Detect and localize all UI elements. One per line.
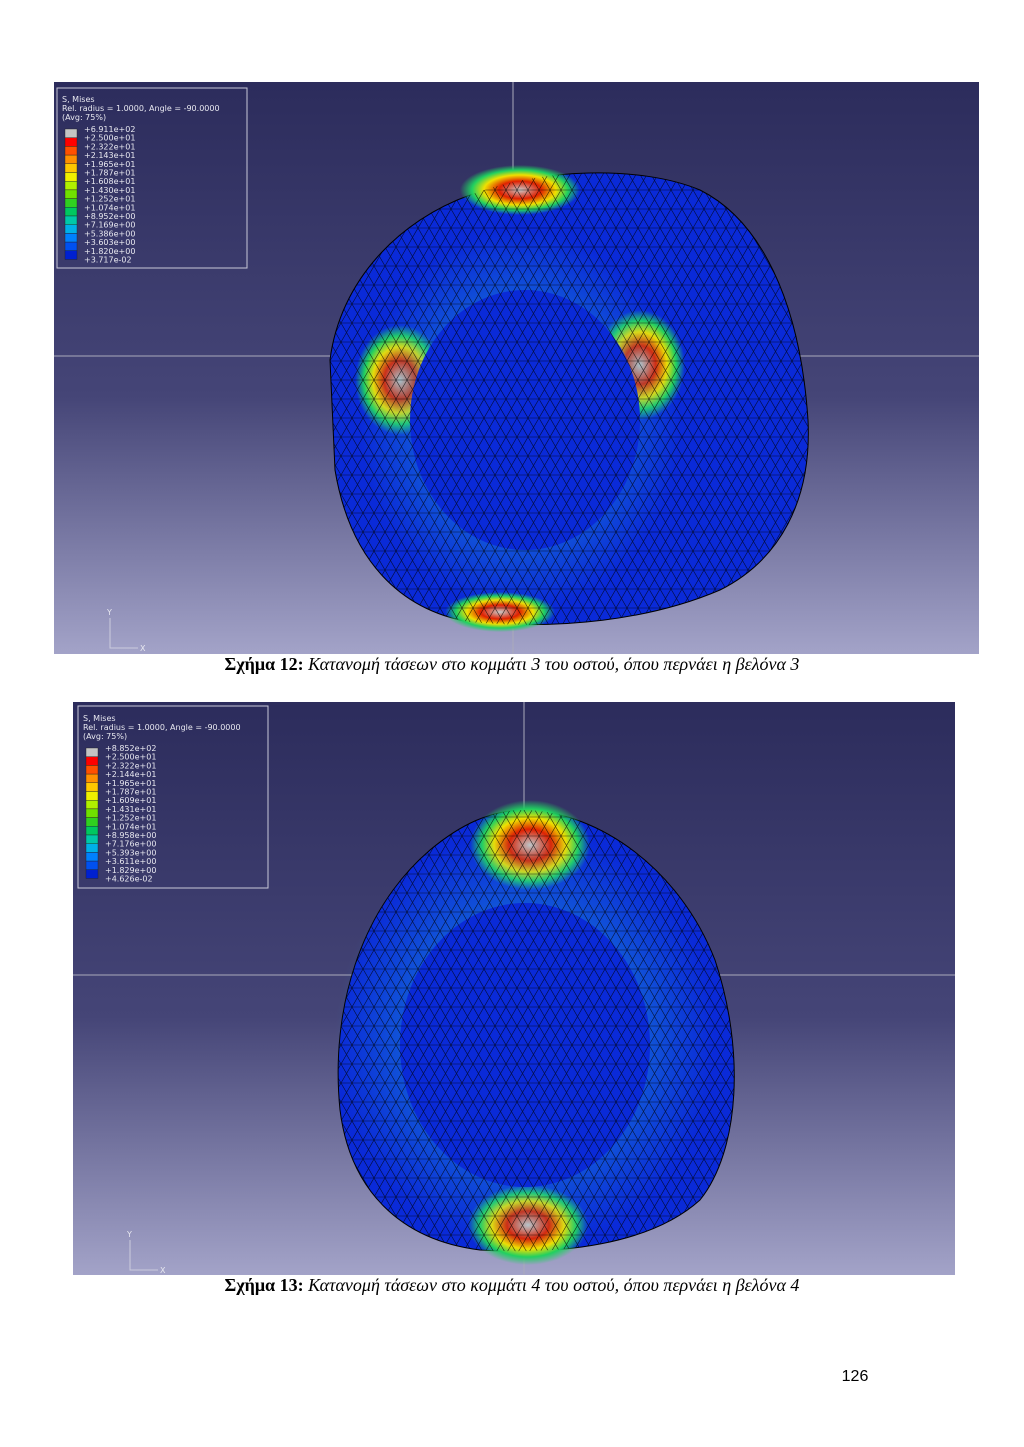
legend-avg: (Avg: 75%): [83, 732, 127, 741]
legend-value: +3.717e-02: [84, 256, 132, 265]
legend-swatch: [64, 250, 78, 260]
legend-value: +1.965e+01: [105, 779, 156, 788]
caption-label: Σχήμα 12:: [225, 654, 304, 674]
legend-swatch: [64, 215, 78, 225]
caption: Σχήμα 12: Κατανομή τάσεων στο κομμάτι 3 …: [225, 654, 800, 674]
legend-value: +1.074e+01: [84, 203, 135, 212]
legend-swatch: [64, 154, 78, 165]
legend-avg: (Avg: 75%): [62, 113, 106, 122]
legend-value: +1.820e+00: [84, 247, 135, 256]
legend-swatch: [64, 198, 78, 208]
legend-value: +2.500e+01: [105, 753, 156, 762]
legend-value: +1.430e+01: [84, 186, 135, 195]
caption-text: Κατανομή τάσεων στο κομμάτι 4 του οστού,…: [307, 1275, 799, 1295]
legend-swatch: [85, 791, 99, 801]
legend-value: +5.386e+00: [84, 229, 135, 238]
legend-value: +8.852e+02: [105, 744, 156, 753]
legend-swatch: [64, 146, 78, 156]
legend-swatch: [64, 233, 78, 243]
legend-value: +2.144e+01: [105, 770, 156, 779]
legend-value: +5.393e+00: [105, 848, 156, 857]
legend-value: +2.143e+01: [84, 151, 135, 160]
legend-value: +1.608e+01: [84, 177, 135, 186]
axis-label: X: [160, 1266, 166, 1275]
legend-value: +6.911e+02: [84, 125, 135, 134]
legend-swatch: [64, 163, 78, 173]
legend-swatch: [64, 224, 78, 234]
legend-box: [56, 87, 248, 269]
legend-swatch: [64, 207, 78, 217]
legend-value: +1.074e+01: [105, 822, 156, 831]
legend-swatch: [85, 747, 99, 757]
legend-swatch: [85, 834, 99, 844]
legend-swatch: [64, 137, 78, 147]
model: [329, 165, 809, 632]
legend-swatch: [64, 180, 78, 191]
legend-swatch: [64, 241, 78, 252]
legend-value: +2.500e+01: [84, 134, 135, 143]
axis-label: X: [140, 644, 146, 653]
legend-title: S, Mises: [62, 95, 95, 104]
triad: Y X: [106, 608, 146, 653]
legend-value: +3.611e+00: [105, 857, 156, 866]
legend-value: +1.431e+01: [105, 805, 156, 814]
caption-label: Σχήμα 13:: [225, 1275, 304, 1295]
legend-swatch: [85, 800, 99, 810]
legend-value: +7.169e+00: [84, 221, 135, 230]
legend-value: +1.252e+01: [105, 814, 156, 823]
legend-value: +8.958e+00: [105, 831, 156, 840]
legend-title: S, Mises: [83, 714, 116, 723]
legend-value: +1.829e+00: [105, 866, 156, 875]
legend-swatch: [85, 826, 99, 836]
page-number: 126: [842, 1368, 869, 1385]
legend-value: +4.626e-02: [105, 875, 153, 884]
legend-value: +1.787e+01: [105, 788, 156, 797]
axis-label: Y: [126, 1230, 132, 1239]
legend-value: +1.965e+01: [84, 160, 135, 169]
legend-swatch: [64, 189, 78, 199]
legend-swatch: [85, 773, 99, 783]
legend-value: +2.322e+01: [105, 761, 156, 770]
legend-swatch: [85, 843, 99, 853]
caption: Σχήμα 13: Κατανομή τάσεων στο κομμάτι 4 …: [225, 1275, 800, 1295]
triad: Y X: [126, 1230, 166, 1275]
legend-swatch: [85, 808, 99, 818]
legend-value: +1.609e+01: [105, 796, 156, 805]
legend-swatch: [85, 852, 99, 862]
model: [335, 800, 735, 1265]
legend-swatch: [85, 765, 99, 775]
legend-subtitle: Rel. radius = 1.0000, Angle = -90.0000: [62, 104, 220, 113]
caption-text: Κατανομή τάσεων στο κομμάτι 3 του οστού,…: [307, 654, 799, 674]
legend-swatch: [85, 756, 99, 766]
axis-label: Y: [106, 608, 112, 617]
legend-subtitle: Rel. radius = 1.0000, Angle = -90.0000: [83, 723, 241, 732]
legend-swatch: [85, 860, 99, 870]
legend-swatch: [64, 128, 78, 138]
legend-swatch: [85, 817, 99, 827]
legend-swatch: [85, 782, 99, 792]
legend-value: +8.952e+00: [84, 212, 135, 221]
legend-value: +7.176e+00: [105, 840, 156, 849]
legend-swatch: [64, 172, 78, 182]
legend-value: +1.787e+01: [84, 169, 135, 178]
legend-box: [77, 705, 269, 889]
legend-value: +1.252e+01: [84, 195, 135, 204]
legend-value: +2.322e+01: [84, 142, 135, 151]
legend-swatch: [85, 869, 99, 879]
legend-value: +3.603e+00: [84, 238, 135, 247]
